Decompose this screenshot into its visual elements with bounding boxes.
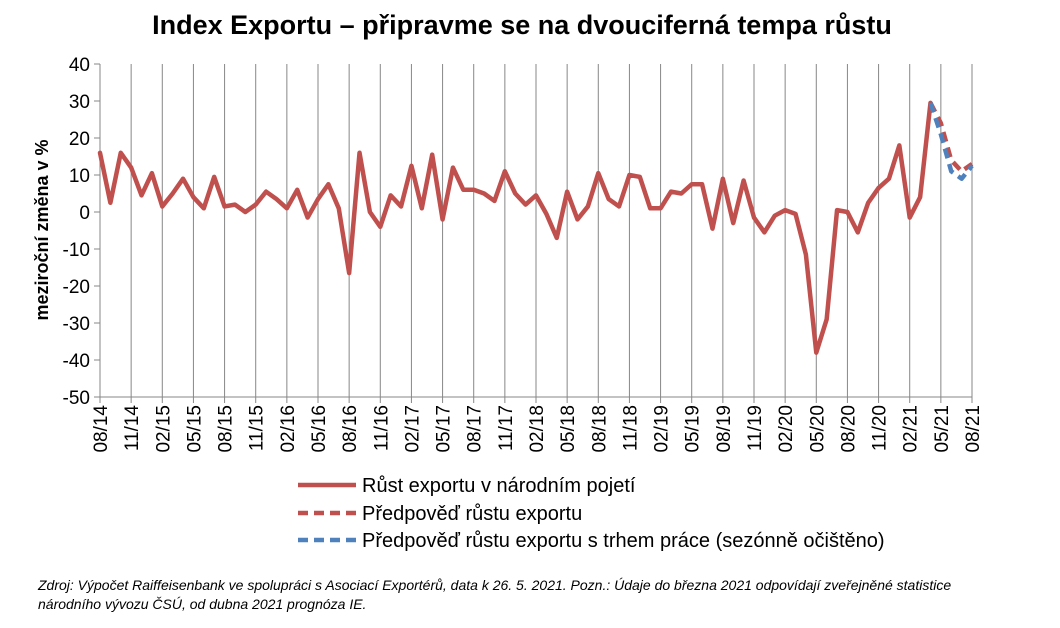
x-tick-label: 11/15 xyxy=(247,405,268,451)
x-tick-label: 08/14 xyxy=(91,405,112,453)
x-tick-label: 02/21 xyxy=(901,405,922,453)
y-tick-label: 40 xyxy=(69,55,90,76)
x-tick-label: 05/17 xyxy=(434,405,455,453)
y-tick-label: 0 xyxy=(79,203,90,224)
x-tick-label: 08/17 xyxy=(465,405,486,453)
x-tick-label: 05/16 xyxy=(309,405,330,453)
series-lines xyxy=(97,100,974,355)
y-tick-label: 20 xyxy=(69,129,90,150)
y-tick-label: -40 xyxy=(63,351,90,372)
series-line-3 xyxy=(928,102,974,181)
x-tick-label: 08/16 xyxy=(340,405,361,453)
x-tick-label: 05/19 xyxy=(683,405,704,453)
x-tick-label: 08/19 xyxy=(714,405,735,453)
x-tick-label: 11/20 xyxy=(870,405,891,451)
x-tick-label: 02/18 xyxy=(527,405,548,453)
x-tick-label: 11/19 xyxy=(745,405,766,451)
x-tick-label: 08/20 xyxy=(838,405,859,453)
legend-label-1: Růst exportu v národním pojetí xyxy=(362,475,636,497)
source-note: Zdroj: Výpočet Raiffeisenbank ve spolupr… xyxy=(38,576,1038,614)
x-tick-label: 05/21 xyxy=(932,405,953,453)
x-tick-label: 08/18 xyxy=(589,405,610,453)
legend-label-2: Předpověď růstu exportu xyxy=(362,503,582,525)
y-tick-label: -10 xyxy=(63,240,90,261)
chart: Index Exportu – připravme se na dvoucife… xyxy=(32,10,984,552)
x-tick-label: 05/20 xyxy=(807,405,828,453)
axes xyxy=(94,63,973,403)
x-tick-label: 05/15 xyxy=(184,405,205,453)
series-line-1 xyxy=(97,100,933,355)
x-tick-label: 02/20 xyxy=(776,405,797,453)
y-tick-label: -50 xyxy=(63,388,90,409)
x-tick-label: 05/18 xyxy=(558,405,579,453)
x-tick-label: 02/17 xyxy=(402,405,423,453)
x-tick-label: 02/15 xyxy=(153,405,174,453)
y-tick-label: -20 xyxy=(63,277,90,298)
source-note-line-2: národního vývozu ČSÚ, od dubna 2021 prog… xyxy=(38,596,367,612)
y-tick-labels: -50 -40 -30 -20 -10 0 10 20 30 40 xyxy=(63,55,90,409)
series-line-2 xyxy=(928,101,974,174)
x-tick-label: 11/16 xyxy=(371,405,392,451)
legend-label-3: Předpověď růstu exportu s trhem práce (s… xyxy=(362,530,885,552)
x-tick-label: 02/19 xyxy=(652,405,673,453)
legend: Růst exportu v národním pojetí Předpověď … xyxy=(298,475,885,552)
x-tick-label: 11/14 xyxy=(122,405,143,452)
x-tick-labels: 08/14 11/14 02/15 05/15 08/15 11/15 02/16 05/16… xyxy=(91,405,984,453)
x-tick-label: 08/15 xyxy=(216,405,237,453)
y-tick-label: 10 xyxy=(69,166,90,187)
x-tick-label: 11/18 xyxy=(620,405,641,451)
x-tick-label: 11/17 xyxy=(496,405,517,451)
source-note-line-1: Zdroj: Výpočet Raiffeisenbank ve spolupr… xyxy=(38,577,952,593)
y-axis-label: meziroční změna v % xyxy=(32,139,52,320)
y-tick-label: 30 xyxy=(69,92,90,113)
grid xyxy=(99,64,973,397)
y-tick-label: -30 xyxy=(63,314,90,335)
chart-title: Index Exportu – připravme se na dvoucife… xyxy=(152,10,892,40)
x-tick-label: 02/16 xyxy=(278,405,299,453)
x-tick-label: 08/21 xyxy=(963,405,984,453)
